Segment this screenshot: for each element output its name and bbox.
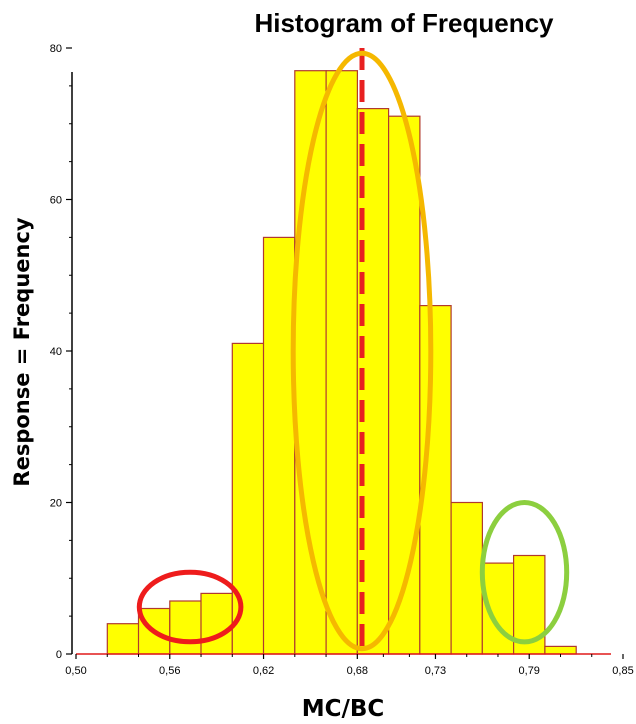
- y-axis-label: Response = Frequency: [10, 217, 34, 487]
- x-tick-label: 0,79: [519, 665, 540, 677]
- histogram-bar: [231, 342, 265, 655]
- histogram-bar: [200, 592, 233, 655]
- bars-group: [106, 70, 577, 655]
- chart-title: Histogram of Frequency: [254, 8, 554, 38]
- histogram-bar: [544, 645, 577, 655]
- histogram-bar: [388, 115, 421, 655]
- x-tick-label: 0,56: [159, 665, 180, 677]
- histogram-bar: [169, 600, 202, 655]
- center-peak-ellipse: [290, 50, 434, 652]
- right-tail-ellipse: [479, 500, 570, 645]
- x-tick-label: 0,68: [347, 665, 368, 677]
- histogram-bar: [262, 236, 296, 655]
- y-tick-label: 60: [50, 195, 62, 207]
- y-tick-label: 0: [56, 649, 62, 661]
- left-tail-ellipse: [136, 569, 244, 645]
- y-tick-label: 20: [50, 498, 62, 510]
- histogram-bar: [450, 501, 484, 655]
- histogram-bar: [325, 70, 359, 655]
- x-tick-label: 0,73: [425, 665, 446, 677]
- y-tick-label: 40: [50, 346, 62, 358]
- x-tick-label: 0,50: [65, 665, 86, 677]
- y-tick-label: 80: [50, 43, 62, 55]
- annotations-group: [136, 48, 570, 654]
- x-tick-label: 0,85: [612, 665, 633, 677]
- axes-group: 0 20 40 60 80 0,50 0,56 0,62 0,68 0,73 0,79 0,85: [50, 43, 634, 677]
- x-tick-label: 0,62: [253, 665, 274, 677]
- x-axis-label: MC/BC: [302, 696, 385, 722]
- histogram-bar: [106, 623, 140, 655]
